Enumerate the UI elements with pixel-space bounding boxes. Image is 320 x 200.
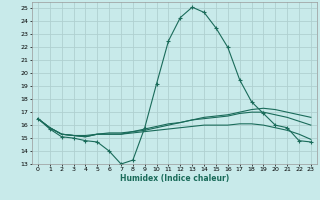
X-axis label: Humidex (Indice chaleur): Humidex (Indice chaleur) xyxy=(120,174,229,183)
